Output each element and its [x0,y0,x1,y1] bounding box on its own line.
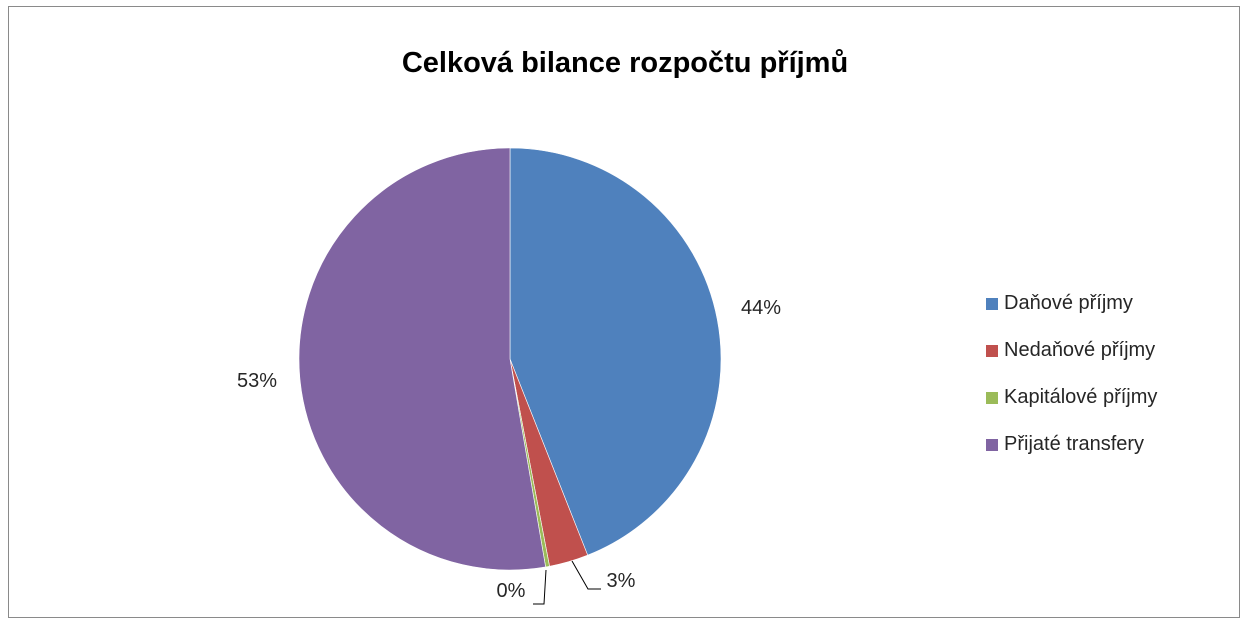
pie-slice [298,147,546,571]
data-label: 53% [237,370,277,392]
data-label: 3% [607,570,636,592]
legend-item: Nedaňové příjmy [986,327,1157,374]
legend-label: Daňové příjmy [1004,292,1133,314]
legend-label: Přijaté transfery [1004,433,1145,455]
legend-swatch [986,391,998,404]
legend-label: Kapitálové příjmy [1004,386,1158,408]
legend-item: Přijaté transfery [986,421,1157,468]
pie-chart: 44% 3% 0% 53% [237,147,781,605]
data-label: 44% [741,297,781,319]
legend-swatch [986,438,998,451]
leader-line [571,560,601,590]
legend-item: Kapitálové příjmy [986,374,1157,421]
pie-slice [509,147,722,556]
chart-title: Celková bilance rozpočtu příjmů [401,47,849,79]
data-label: 0% [497,580,526,602]
legend-swatch [986,297,998,310]
legend: Daňové příjmy Nedaňové příjmy Kapitálové… [986,280,1157,468]
legend-item: Daňové příjmy [986,280,1157,327]
legend-swatch [986,344,998,357]
leader-line [533,569,547,605]
legend-label: Nedaňové příjmy [1004,339,1156,361]
chart-area: Celková bilance rozpočtu příjmů 44% 3% 0% 5… [8,6,1240,618]
